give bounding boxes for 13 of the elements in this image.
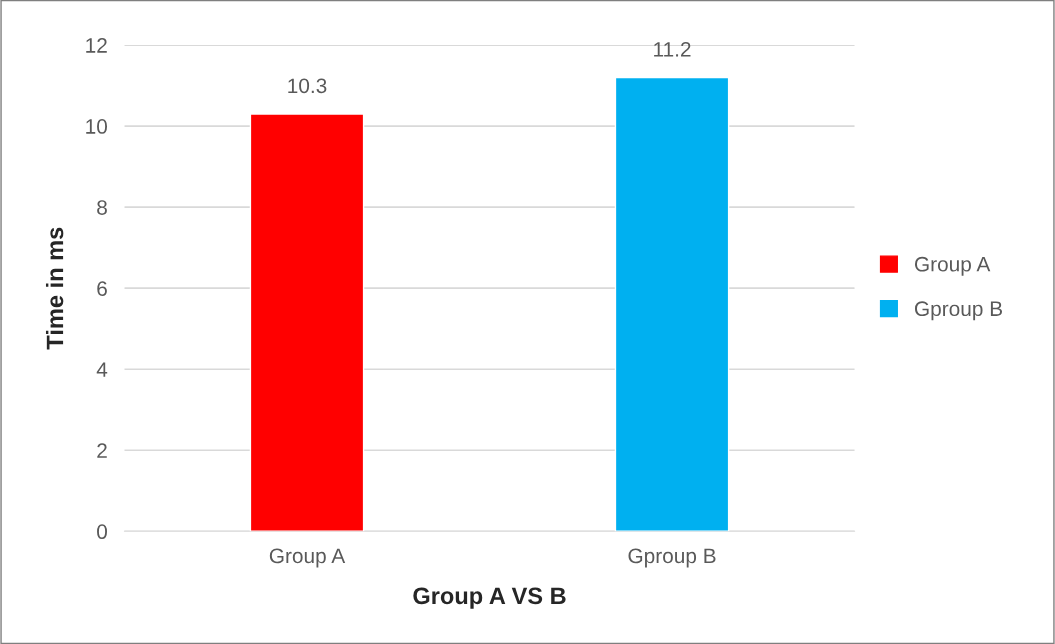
y-tick-label: 2 xyxy=(97,443,107,458)
y-tick-label: 8 xyxy=(97,200,107,215)
legend-label: Group A xyxy=(914,256,991,276)
legend-label: Gproup B xyxy=(914,301,1003,321)
y-tick-label: 0 xyxy=(97,524,108,540)
y-tick-label: 10 xyxy=(86,119,108,134)
y-tick-label: 4 xyxy=(96,362,108,377)
y-axis-title: Time in ms xyxy=(45,227,64,350)
data-label: 11.2 xyxy=(654,41,691,57)
y-tick-label: 12 xyxy=(86,38,107,53)
data-label: 10.3 xyxy=(288,78,327,94)
x-axis-title: Group A VS B xyxy=(413,587,566,609)
y-tick-label: 6 xyxy=(97,281,107,296)
